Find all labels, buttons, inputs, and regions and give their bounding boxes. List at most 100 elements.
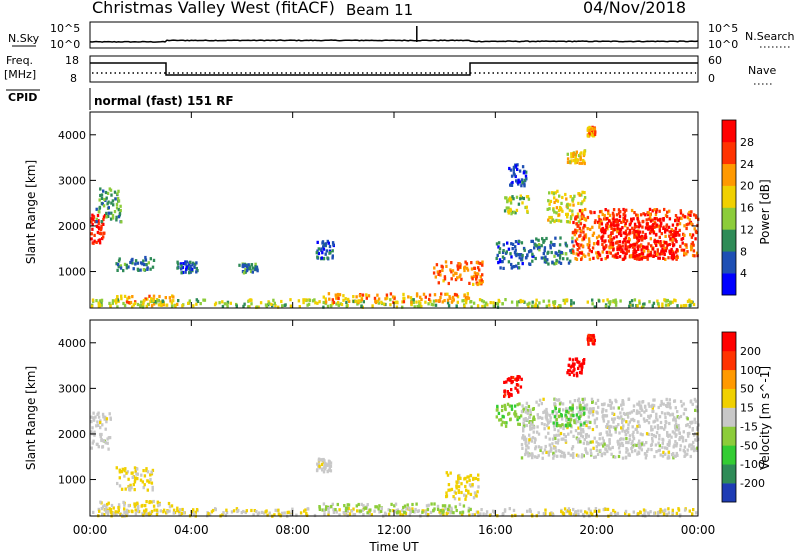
data-cell	[668, 249, 671, 253]
data-cell	[676, 222, 679, 226]
data-cell	[124, 467, 127, 471]
data-cell	[625, 440, 628, 445]
data-cell	[409, 510, 412, 514]
data-cell	[534, 438, 537, 442]
data-cell	[659, 240, 662, 244]
data-cell	[596, 398, 600, 402]
data-cell	[134, 512, 138, 516]
data-cell	[411, 509, 415, 513]
data-cell	[100, 226, 103, 230]
data-cell	[469, 474, 473, 478]
data-cell	[548, 215, 551, 220]
data-cell	[572, 244, 575, 248]
data-cell	[176, 266, 179, 270]
data-cell	[129, 260, 132, 265]
data-cell	[107, 206, 110, 210]
data-cell	[600, 220, 603, 224]
data-cell	[628, 223, 632, 227]
data-cell	[663, 412, 667, 416]
data-cell	[541, 237, 544, 241]
data-cell	[573, 233, 576, 237]
data-cell	[537, 238, 540, 242]
data-cell	[594, 130, 597, 134]
data-cell	[651, 247, 655, 251]
data-cell	[606, 222, 609, 226]
data-cell	[98, 304, 102, 308]
data-cell	[538, 415, 542, 420]
data-cell	[496, 408, 499, 412]
data-cell	[675, 248, 679, 252]
data-cell	[474, 493, 477, 497]
data-cell	[527, 441, 530, 445]
data-cell	[195, 261, 198, 265]
data-cell	[355, 295, 358, 299]
y-tick-label: 3000	[58, 174, 86, 187]
data-cell	[592, 231, 596, 235]
data-cell	[560, 414, 563, 418]
data-cell	[646, 449, 649, 453]
data-cell	[99, 435, 102, 439]
data-cell	[364, 506, 368, 510]
data-cell	[521, 165, 525, 169]
data-cell	[616, 247, 619, 251]
data-cell	[160, 303, 163, 307]
data-cell	[360, 502, 363, 506]
data-cell	[674, 299, 677, 303]
data-cell	[661, 437, 664, 441]
data-cell	[465, 488, 468, 492]
data-cell	[551, 218, 555, 222]
data-cell	[512, 171, 516, 175]
data-cell	[522, 407, 525, 411]
data-cell	[521, 201, 524, 205]
data-cell	[523, 184, 526, 188]
data-cell	[683, 215, 686, 219]
data-cell	[161, 299, 165, 304]
data-cell	[614, 430, 617, 434]
data-cell	[559, 261, 563, 265]
data-cell	[571, 404, 574, 408]
data-cell	[651, 209, 654, 213]
data-cell	[574, 231, 578, 235]
data-cell	[694, 511, 698, 515]
data-cell	[99, 426, 102, 430]
data-cell	[519, 385, 523, 389]
data-cell	[390, 502, 393, 506]
data-cell	[629, 221, 632, 225]
colorbar-swatch	[722, 407, 736, 427]
data-cell	[512, 508, 516, 512]
data-cell	[572, 301, 575, 305]
data-cell	[609, 447, 612, 451]
data-cell	[218, 301, 221, 305]
data-cell	[608, 441, 611, 445]
data-cell	[118, 470, 122, 474]
colorbar-tick-label: -50	[740, 439, 758, 452]
data-cell	[627, 441, 630, 445]
data-cell	[664, 425, 667, 429]
y-tick-label: 4000	[58, 337, 86, 350]
data-cell	[536, 455, 539, 459]
data-cell	[554, 251, 557, 255]
data-cell	[457, 480, 460, 484]
data-cell	[635, 411, 638, 415]
data-cell	[263, 511, 266, 515]
data-cell	[575, 237, 579, 241]
data-cell	[598, 222, 601, 226]
data-cell	[610, 452, 613, 456]
data-cell	[192, 508, 195, 512]
data-cell	[145, 304, 148, 308]
data-cell	[95, 217, 98, 221]
velocity-colorbar-label: Velocity [m s^-1]	[758, 366, 772, 470]
data-cell	[587, 245, 590, 249]
data-cell	[446, 301, 450, 305]
data-cell	[516, 300, 519, 304]
data-cell	[558, 194, 561, 198]
nsky-frame	[89, 21, 699, 49]
data-cell	[548, 512, 552, 516]
data-cell	[102, 231, 105, 235]
data-cell	[553, 219, 556, 224]
data-cell	[597, 442, 600, 446]
data-cell	[389, 292, 393, 296]
data-cell	[559, 431, 563, 436]
data-cell	[373, 509, 376, 513]
data-cell	[594, 401, 598, 405]
